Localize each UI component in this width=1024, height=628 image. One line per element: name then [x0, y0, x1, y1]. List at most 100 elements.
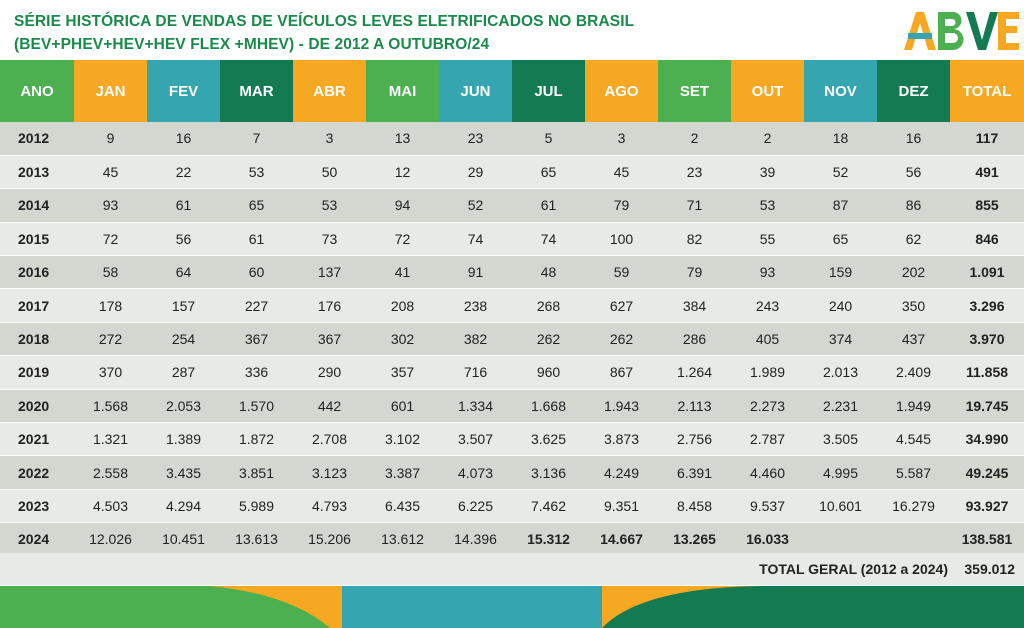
title-line-2: (BEV+PHEV+HEV+HEV FLEX +MHEV) - DE 2012 … [14, 36, 490, 53]
value-cell: 405 [731, 322, 804, 357]
value-cell [877, 522, 950, 557]
value-cell: 1.949 [877, 389, 950, 424]
total-cell: 3.296 [950, 288, 1024, 323]
value-cell: 65 [220, 188, 293, 223]
value-cell: 62 [877, 222, 950, 257]
value-cell: 202 [877, 255, 950, 290]
table-row: 2022 2.558 3.435 3.851 3.123 3.387 4.073 3.136 4… [0, 455, 1024, 490]
value-cell: 627 [585, 288, 658, 323]
value-cell: 350 [877, 288, 950, 323]
value-cell: 8.458 [658, 489, 731, 524]
value-cell: 3.625 [512, 422, 585, 457]
value-cell: 50 [293, 155, 366, 190]
value-cell: 1.872 [220, 422, 293, 457]
value-cell: 94 [366, 188, 439, 223]
value-cell: 1.334 [439, 389, 512, 424]
value-cell: 382 [439, 322, 512, 357]
value-cell: 61 [220, 222, 293, 257]
value-cell: 3.873 [585, 422, 658, 457]
value-cell: 12 [366, 155, 439, 190]
value-cell: 2.756 [658, 422, 731, 457]
value-cell: 9 [74, 122, 147, 156]
value-cell: 867 [585, 355, 658, 390]
value-cell: 9.351 [585, 489, 658, 524]
value-cell: 262 [512, 322, 585, 357]
column-header-ano: ANO [0, 60, 74, 122]
table-row: 2013 45 22 53 50 12 29 65 45 23 39 52 56 491 [0, 155, 1024, 190]
value-cell: 227 [220, 288, 293, 323]
value-cell: 52 [804, 155, 877, 190]
value-cell [804, 522, 877, 557]
value-cell: 64 [147, 255, 220, 290]
value-cell: 3.123 [293, 455, 366, 490]
value-cell: 176 [293, 288, 366, 323]
value-cell: 1.389 [147, 422, 220, 457]
value-cell: 22 [147, 155, 220, 190]
value-cell: 3.387 [366, 455, 439, 490]
value-cell: 14.396 [439, 522, 512, 557]
column-header-ago: AGO [585, 60, 658, 122]
value-cell: 72 [366, 222, 439, 257]
value-cell: 16.033 [731, 522, 804, 557]
sales-table: ANO JAN FEV MAR ABR MAI JUN JUL AGO SET OUT NOV DEZ T… [0, 60, 1024, 557]
table-row: 2012 9 16 7 3 13 23 5 3 2 2 18 16 117 [0, 122, 1024, 156]
value-cell: 41 [366, 255, 439, 290]
table-row: 2024 12.026 10.451 13.613 15.206 13.612 14.396… [0, 522, 1024, 557]
value-cell: 2 [731, 122, 804, 156]
total-cell: 3.970 [950, 322, 1024, 357]
value-cell: 601 [366, 389, 439, 424]
table-row: 2019 370 287 336 290 357 716 960 867 1.264 1.989 2.… [0, 355, 1024, 390]
value-cell: 87 [804, 188, 877, 223]
value-cell: 56 [147, 222, 220, 257]
value-cell: 73 [293, 222, 366, 257]
header-row: ANO JAN FEV MAR ABR MAI JUN JUL AGO SET OUT NOV DEZ T… [0, 60, 1024, 122]
value-cell: 5.989 [220, 489, 293, 524]
year-cell: 2018 [0, 322, 74, 357]
value-cell: 4.249 [585, 455, 658, 490]
value-cell: 45 [585, 155, 658, 190]
value-cell: 374 [804, 322, 877, 357]
value-cell: 178 [74, 288, 147, 323]
value-cell: 39 [731, 155, 804, 190]
year-cell: 2015 [0, 222, 74, 257]
value-cell: 384 [658, 288, 731, 323]
value-cell: 290 [293, 355, 366, 390]
value-cell: 18 [804, 122, 877, 156]
column-header-nov: NOV [804, 60, 877, 122]
value-cell: 4.793 [293, 489, 366, 524]
value-cell: 367 [293, 322, 366, 357]
value-cell: 1.668 [512, 389, 585, 424]
value-cell: 29 [439, 155, 512, 190]
value-cell: 23 [658, 155, 731, 190]
column-header-jun: JUN [439, 60, 512, 122]
value-cell: 2.787 [731, 422, 804, 457]
value-cell: 272 [74, 322, 147, 357]
value-cell: 243 [731, 288, 804, 323]
table-row: 2014 93 61 65 53 94 52 61 79 71 53 87 86 855 [0, 188, 1024, 223]
total-cell: 138.581 [950, 522, 1024, 557]
value-cell: 86 [877, 188, 950, 223]
value-cell: 2.708 [293, 422, 366, 457]
value-cell: 286 [658, 322, 731, 357]
value-cell: 3 [293, 122, 366, 156]
value-cell: 262 [585, 322, 658, 357]
value-cell: 61 [512, 188, 585, 223]
value-cell: 208 [366, 288, 439, 323]
title-line-1: SÉRIE HISTÓRICA DE VENDAS DE VEÍCULOS LE… [14, 13, 635, 30]
value-cell: 100 [585, 222, 658, 257]
total-cell: 491 [950, 155, 1024, 190]
column-header-jul: JUL [512, 60, 585, 122]
column-header-out: OUT [731, 60, 804, 122]
value-cell: 3.102 [366, 422, 439, 457]
value-cell: 4.460 [731, 455, 804, 490]
value-cell: 2.013 [804, 355, 877, 390]
year-cell: 2023 [0, 489, 74, 524]
value-cell: 159 [804, 255, 877, 290]
value-cell: 716 [439, 355, 512, 390]
value-cell: 357 [366, 355, 439, 390]
value-cell: 157 [147, 288, 220, 323]
value-cell: 336 [220, 355, 293, 390]
value-cell: 7 [220, 122, 293, 156]
total-cell: 49.245 [950, 455, 1024, 490]
value-cell: 74 [512, 222, 585, 257]
